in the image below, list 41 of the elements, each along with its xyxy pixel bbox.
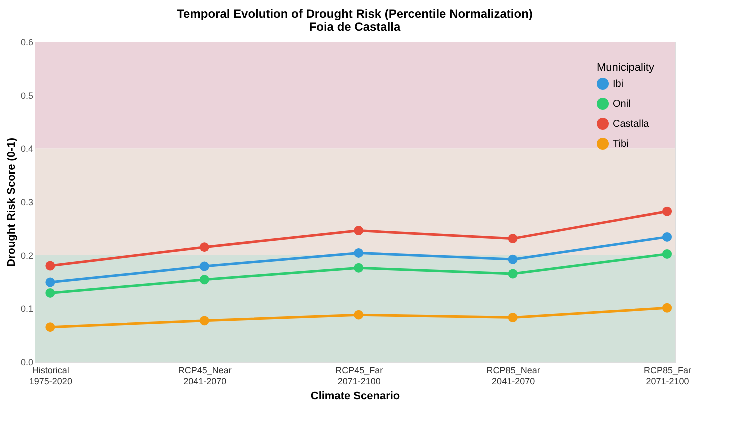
point (354, 263, 364, 273)
x-tick-label: RCP45_Near 2041-2070 (178, 366, 232, 386)
point (46, 322, 56, 332)
point (662, 206, 672, 216)
legend-label: Tibi (613, 139, 629, 150)
legend-title: Municipality (597, 62, 655, 74)
y-tick-label: 0.6 (20, 38, 34, 48)
y-tick-label: 0.2 (20, 250, 34, 261)
point (354, 226, 364, 236)
y-tick-label: 0.0 (20, 358, 34, 368)
point (662, 232, 672, 242)
point (46, 288, 56, 298)
point (662, 250, 672, 259)
x-axis-title: Climate Scenario (310, 390, 400, 402)
x-tick-label: RCP45_Far 2071-2100 (336, 366, 384, 386)
point (354, 310, 364, 320)
point (200, 275, 210, 285)
x-tick-label: Historical 1975-2020 (29, 366, 72, 386)
x-tick-label: RCP85_Far 2071-2100 (644, 366, 692, 386)
point (508, 254, 518, 264)
x-tick-label: RCP85_Near 2041-2070 (486, 366, 540, 386)
point (46, 261, 56, 271)
point (508, 269, 518, 279)
y-tick-label: 0.5 (20, 90, 34, 101)
point (200, 242, 210, 252)
point (508, 313, 518, 322)
y-axis-title: Drought Risk Score (0-1) (6, 138, 18, 267)
point (662, 303, 672, 313)
point (200, 316, 210, 326)
point (46, 278, 56, 288)
legend-label: Onil (613, 99, 631, 110)
point (354, 248, 364, 258)
point (508, 234, 518, 244)
legend-label: Ibi (613, 79, 624, 90)
point (200, 262, 210, 272)
y-tick-label: 0.1 (20, 304, 34, 314)
y-tick-label: 0.4 (20, 144, 34, 154)
chart-title: Temporal Evolution of Drought Risk (Percentile Normalization) (177, 7, 533, 21)
chart-subtitle: Foia de Castalla (309, 20, 402, 34)
y-tick-label: 0.3 (20, 198, 34, 208)
legend-label: Castalla (613, 119, 650, 130)
